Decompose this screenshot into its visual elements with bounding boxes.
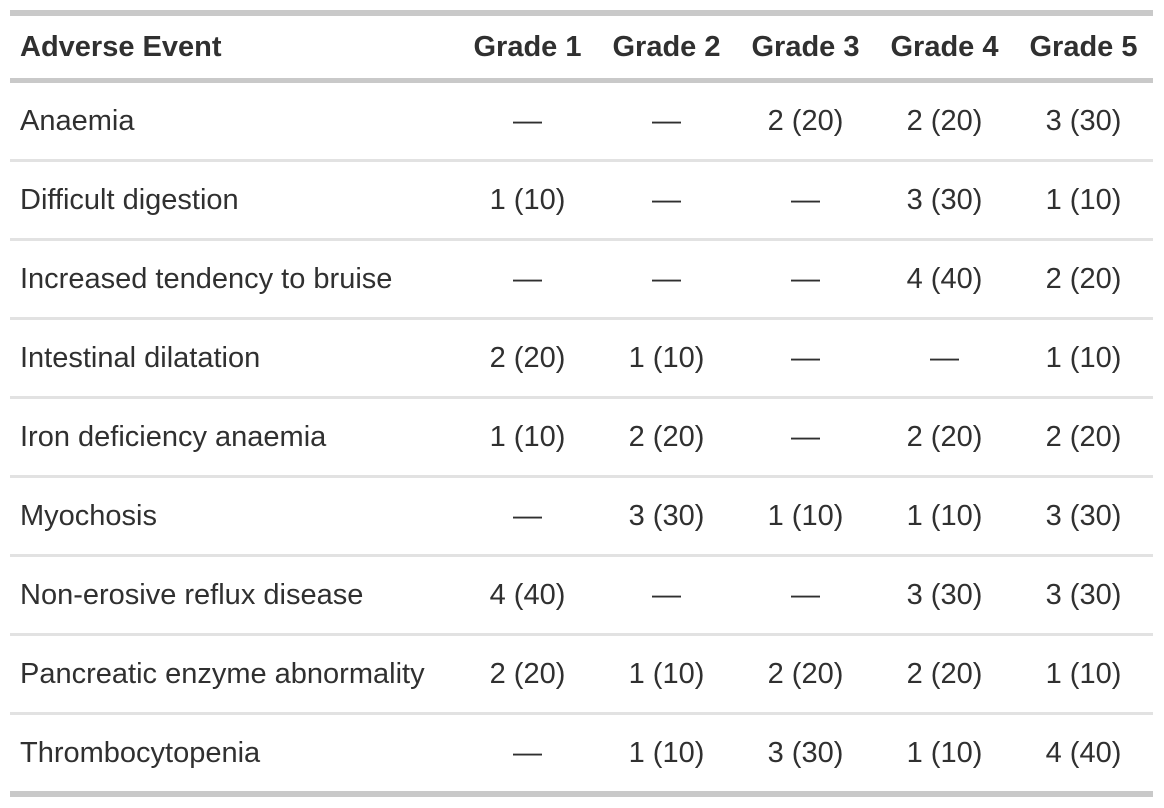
grade-3-value: 2 (20) xyxy=(767,104,844,137)
grade-2-value: — xyxy=(597,159,736,240)
grade-1-value: 1 (10) xyxy=(458,396,597,477)
adverse-events-table-container: Adverse Event Grade 1 Grade 2 Grade 3 Gr… xyxy=(10,10,1153,797)
grade-1-value: 4 (40) xyxy=(458,554,597,635)
table-row: Anaemia — — 2 (20) 2 (20) 3 (30) xyxy=(10,81,1153,161)
grade-3-value: — xyxy=(736,396,875,477)
grade-3-value: — xyxy=(736,554,875,635)
grade-4-value: 2 (20) xyxy=(875,633,1014,714)
column-header-grade-5: Grade 5 xyxy=(1014,13,1153,83)
grade-5-value: 1 (10) xyxy=(1014,159,1153,240)
grade-4-value: 3 (30) xyxy=(875,554,1014,635)
column-header-grade-3: Grade 3 xyxy=(736,13,875,83)
grade-2-value: — xyxy=(652,104,681,137)
grade-2-value: 3 (30) xyxy=(597,475,736,556)
table-header: Adverse Event Grade 1 Grade 2 Grade 3 Gr… xyxy=(10,13,1153,83)
table-row: Thrombocytopenia —1 (10) 3 (30) 1 (10) 4 (40… xyxy=(10,712,1153,794)
adverse-event-label: Myochosis xyxy=(10,475,458,556)
grade-2-value: — xyxy=(597,238,736,319)
grade-4-value: 2 (20) xyxy=(906,104,983,137)
grade-4-value: 2 (20) xyxy=(875,396,1014,477)
grade-3-value: 1 (10) xyxy=(736,475,875,556)
table-row: Difficult digestion 1 (10) — —3 (30) 1 (10) xyxy=(10,159,1153,240)
grade-5-value: 4 (40) xyxy=(1014,712,1153,794)
column-header-adverse-event: Adverse Event xyxy=(10,13,458,83)
grade-5-value: 1 (10) xyxy=(1014,633,1153,714)
table-row: Intestinal dilatation 2 (20) 1 (10) — —1 (10… xyxy=(10,317,1153,398)
grade-5-value: 3 (30) xyxy=(1014,554,1153,635)
adverse-event-label: Non-erosive reflux disease xyxy=(10,554,458,635)
grade-4-value: 1 (10) xyxy=(875,475,1014,556)
grade-5-value: 2 (20) xyxy=(1014,238,1153,319)
adverse-events-table: Adverse Event Grade 1 Grade 2 Grade 3 Gr… xyxy=(10,10,1153,797)
adverse-event-label: Pancreatic enzyme abnormality xyxy=(10,633,458,714)
grade-4-value: 1 (10) xyxy=(875,712,1014,794)
adverse-event-label: Anaemia xyxy=(20,104,135,137)
grade-1-value: — xyxy=(458,712,597,794)
grade-3-value: — xyxy=(736,238,875,319)
grade-4-value: 3 (30) xyxy=(875,159,1014,240)
grade-5-value: 3 (30) xyxy=(1014,475,1153,556)
grade-1-value: — xyxy=(458,238,597,319)
grade-2-value: 2 (20) xyxy=(597,396,736,477)
grade-5-value: 3 (30) xyxy=(1045,104,1122,137)
grade-1-value: 2 (20) xyxy=(458,317,597,398)
grade-2-value: 1 (10) xyxy=(597,633,736,714)
grade-3-value: — xyxy=(736,317,875,398)
column-header-grade-4: Grade 4 xyxy=(875,13,1014,83)
grade-5-value: 1 (10) xyxy=(1014,317,1153,398)
adverse-event-label: Difficult digestion xyxy=(10,159,458,240)
column-header-grade-2: Grade 2 xyxy=(597,13,736,83)
column-header-grade-1: Grade 1 xyxy=(458,13,597,83)
header-row: Adverse Event Grade 1 Grade 2 Grade 3 Gr… xyxy=(10,13,1153,83)
table-row: Iron deficiency anaemia 1 (10) 2 (20) —2 (2… xyxy=(10,396,1153,477)
table-row: Non-erosive reflux disease 4 (40) — —3 (30)… xyxy=(10,554,1153,635)
grade-4-value: 4 (40) xyxy=(875,238,1014,319)
table-body: Anaemia — —2 (20) 2 (20) 3 (30) Difficult dig… xyxy=(10,81,1153,794)
grade-1-value: 2 (20) xyxy=(458,633,597,714)
grade-4-value: — xyxy=(875,317,1014,398)
grade-2-value: 1 (10) xyxy=(597,712,736,794)
grade-2-value: — xyxy=(597,554,736,635)
adverse-event-label: Thrombocytopenia xyxy=(10,712,458,794)
grade-1-value: — xyxy=(513,104,542,137)
grade-3-value: 2 (20) xyxy=(736,633,875,714)
adverse-event-label: Iron deficiency anaemia xyxy=(10,396,458,477)
grade-1-value: — xyxy=(458,475,597,556)
table-row: Pancreatic enzyme abnormality 2 (20) 1 (10… xyxy=(10,633,1153,714)
adverse-event-label: Intestinal dilatation xyxy=(10,317,458,398)
grade-1-value: 1 (10) xyxy=(458,159,597,240)
table-row: Myochosis —3 (30) 1 (10) 1 (10) 3 (30) xyxy=(10,475,1153,556)
grade-3-value: — xyxy=(736,159,875,240)
table-row: Increased tendency to bruise — — —4 (40) 2 (… xyxy=(10,238,1153,319)
adverse-event-label: Increased tendency to bruise xyxy=(10,238,458,319)
grade-5-value: 2 (20) xyxy=(1014,396,1153,477)
grade-3-value: 3 (30) xyxy=(736,712,875,794)
grade-2-value: 1 (10) xyxy=(597,317,736,398)
